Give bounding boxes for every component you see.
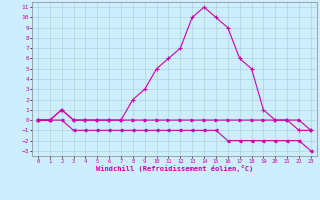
X-axis label: Windchill (Refroidissement éolien,°C): Windchill (Refroidissement éolien,°C): [96, 165, 253, 172]
